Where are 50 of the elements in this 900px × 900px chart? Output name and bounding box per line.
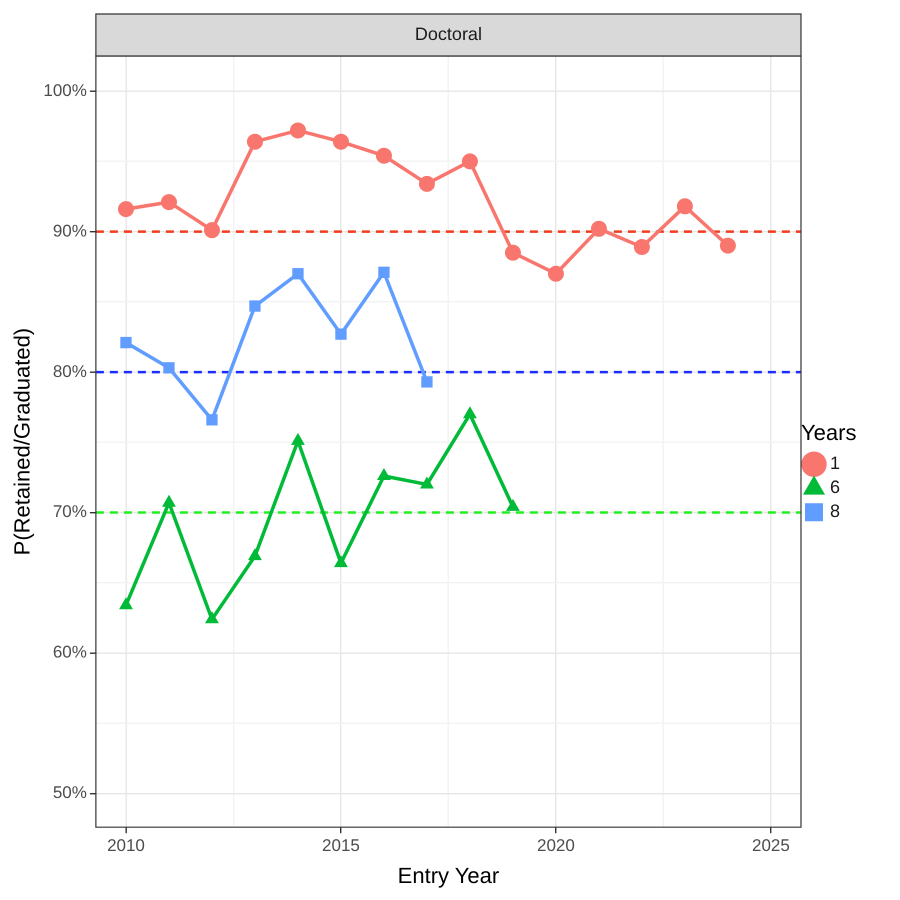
x-tick-label: 2025 bbox=[752, 836, 790, 856]
point bbox=[206, 414, 218, 426]
legend-label: 8 bbox=[830, 501, 840, 522]
point bbox=[420, 476, 434, 488]
y-tick-label: 70% bbox=[52, 502, 87, 522]
point bbox=[162, 494, 176, 507]
point bbox=[506, 498, 520, 511]
point bbox=[634, 239, 650, 256]
y-tick-label: 80% bbox=[52, 362, 87, 381]
point bbox=[118, 201, 134, 218]
point bbox=[504, 244, 521, 261]
point bbox=[163, 362, 175, 374]
legend-label: 1 bbox=[830, 453, 840, 474]
x-tick-label: 2010 bbox=[107, 836, 145, 856]
point bbox=[290, 122, 306, 138]
point bbox=[120, 336, 132, 348]
point bbox=[119, 597, 133, 610]
point bbox=[292, 268, 304, 280]
point bbox=[204, 222, 220, 238]
point bbox=[332, 134, 349, 150]
legend-title: Years bbox=[800, 420, 856, 445]
x-tick-label: 2020 bbox=[537, 836, 575, 856]
y-tick-label: 60% bbox=[52, 642, 87, 662]
chart-title: Doctoral bbox=[414, 24, 482, 44]
y-tick-label: 90% bbox=[52, 221, 87, 240]
point bbox=[378, 266, 390, 278]
point bbox=[246, 134, 263, 150]
point bbox=[720, 238, 736, 254]
point bbox=[377, 468, 391, 480]
point bbox=[334, 555, 348, 568]
point bbox=[590, 220, 607, 237]
legend-label: 6 bbox=[830, 477, 840, 498]
point bbox=[676, 198, 693, 214]
point bbox=[463, 406, 477, 418]
point bbox=[418, 176, 435, 192]
point bbox=[548, 266, 564, 282]
y-tick-label: 50% bbox=[52, 783, 87, 802]
point bbox=[291, 432, 305, 445]
x-axis-title: Entry Year bbox=[398, 862, 500, 888]
y-axis-title: P(Retained/Graduated) bbox=[9, 328, 34, 556]
point bbox=[421, 376, 433, 388]
point bbox=[205, 611, 219, 624]
point bbox=[248, 548, 262, 560]
point bbox=[335, 328, 347, 340]
point bbox=[160, 194, 177, 210]
x-tick-label: 2015 bbox=[322, 836, 360, 856]
point bbox=[376, 148, 392, 164]
y-tick-label: 100% bbox=[43, 80, 87, 100]
point bbox=[249, 300, 261, 312]
point bbox=[462, 153, 478, 170]
